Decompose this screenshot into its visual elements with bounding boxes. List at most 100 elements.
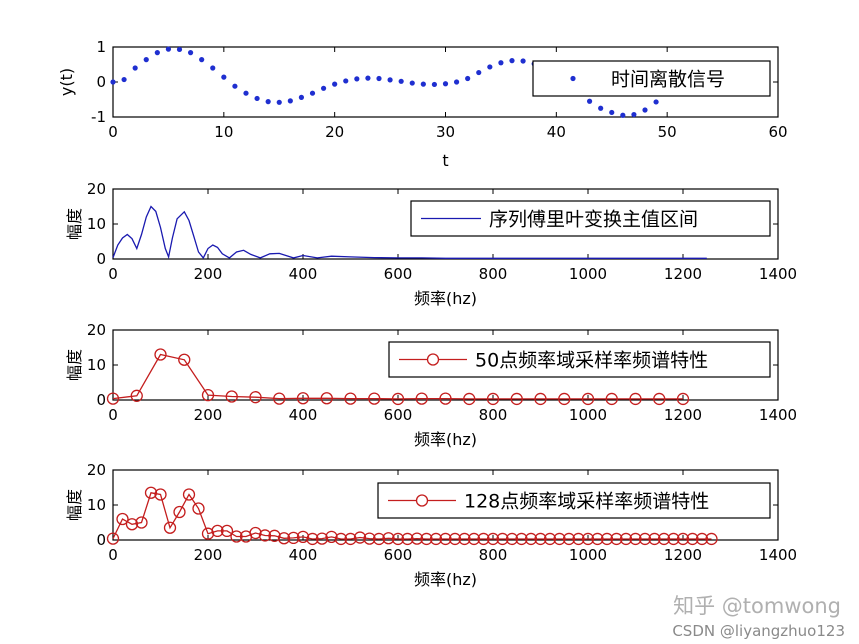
data-point — [163, 521, 177, 534]
data-point — [106, 392, 120, 405]
x-tick-label: 400 — [289, 265, 318, 283]
legend-marker — [415, 494, 429, 507]
data-point — [653, 392, 666, 406]
x-tick-label: 600 — [384, 265, 413, 283]
data-point — [648, 532, 661, 546]
data-point — [631, 111, 637, 118]
data-point — [705, 532, 718, 546]
chart-panel-2: 0 200 400 600 800 1000 1200 1400 0 10 20 频率(hz) 幅度 序列… — [65, 180, 797, 308]
series-line — [112, 353, 683, 400]
data-point — [463, 392, 476, 406]
data-point — [429, 532, 443, 546]
data-point — [277, 532, 291, 545]
x-tick-label: 1000 — [569, 546, 607, 564]
data-point — [363, 532, 376, 545]
data-point — [201, 388, 215, 402]
data-point — [638, 532, 652, 546]
data-point — [505, 532, 519, 546]
y-tick-label: 0 — [96, 250, 106, 268]
data-point — [486, 392, 500, 406]
data-point — [591, 532, 604, 546]
data-point — [420, 532, 433, 546]
x-tick-label: 0 — [108, 123, 118, 141]
data-point — [106, 532, 120, 545]
data-point — [391, 532, 405, 546]
legend: 时间离散信号 — [532, 60, 771, 97]
x-tick-label: 60 — [768, 123, 787, 141]
data-point — [610, 532, 623, 546]
data-point — [332, 81, 338, 87]
data-point — [344, 532, 357, 546]
data-point — [372, 532, 386, 546]
data-point — [232, 83, 238, 89]
data-point — [609, 109, 615, 116]
data-point — [210, 65, 216, 71]
x-tick-label: 50 — [658, 123, 677, 141]
data-point — [211, 524, 224, 538]
data-point — [476, 69, 482, 76]
watermark-zhihu: 知乎 @tomwong — [673, 594, 841, 618]
data-point — [439, 392, 452, 405]
data-point — [629, 532, 642, 546]
data-point — [192, 502, 205, 515]
x-tick-label: 1400 — [759, 406, 797, 424]
legend-marker — [426, 353, 440, 366]
data-point — [600, 532, 614, 546]
data-point — [605, 392, 618, 406]
data-point — [273, 392, 286, 405]
data-point — [221, 74, 227, 80]
data-point — [439, 532, 452, 546]
data-point — [325, 530, 338, 543]
data-point — [619, 532, 633, 546]
x-tick-label: 1200 — [664, 406, 702, 424]
legend-label: 时间离散信号 — [611, 69, 725, 91]
x-tick-label: 200 — [194, 406, 223, 424]
x-axis-label: 频率(hz) — [414, 430, 477, 449]
series-line — [112, 205, 707, 260]
data-point — [135, 516, 148, 529]
data-point — [173, 505, 186, 519]
data-point — [130, 389, 143, 402]
data-point — [487, 64, 493, 70]
data-point — [543, 532, 557, 546]
data-point — [125, 518, 139, 531]
x-tick-label: 0 — [108, 265, 118, 283]
data-point — [534, 392, 547, 406]
x-tick-label: 1000 — [569, 265, 607, 283]
data-point — [182, 488, 196, 501]
data-point — [187, 50, 194, 56]
data-point — [116, 512, 129, 526]
watermark-csdn: CSDN @liyangzhuo123 — [672, 622, 845, 640]
data-point — [496, 532, 509, 546]
data-point — [453, 79, 460, 85]
data-point — [121, 76, 127, 83]
data-point — [176, 46, 183, 53]
x-tick-label: 800 — [479, 546, 508, 564]
data-point — [398, 78, 404, 84]
data-point — [154, 348, 167, 361]
y-tick-label: 1 — [96, 38, 106, 56]
x-axis-label: t — [442, 151, 448, 170]
y-axis-label: 幅度 — [65, 489, 84, 521]
data-point — [420, 81, 426, 87]
data-point — [448, 532, 462, 546]
x-tick-label: 1400 — [759, 265, 797, 283]
legend: 序列傅里叶变换主值区间 — [410, 200, 771, 237]
data-point — [368, 392, 381, 405]
chart-panel-4: 0 200 400 600 800 1000 1200 1400 0 10 20 频率(hz) 幅度 12… — [65, 461, 797, 589]
data-point — [431, 81, 438, 88]
y-tick-label: 10 — [87, 215, 106, 233]
data-point — [391, 392, 405, 406]
y-tick-label: 10 — [87, 356, 106, 374]
x-tick-label: 600 — [384, 546, 413, 564]
data-point — [477, 532, 490, 546]
data-point — [387, 77, 393, 83]
y-tick-label: 20 — [87, 321, 106, 339]
data-point — [258, 529, 272, 542]
x-tick-label: 0 — [108, 406, 118, 424]
x-tick-label: 800 — [479, 265, 508, 283]
data-point — [230, 530, 243, 543]
data-point — [343, 78, 349, 84]
data-point — [572, 532, 585, 546]
